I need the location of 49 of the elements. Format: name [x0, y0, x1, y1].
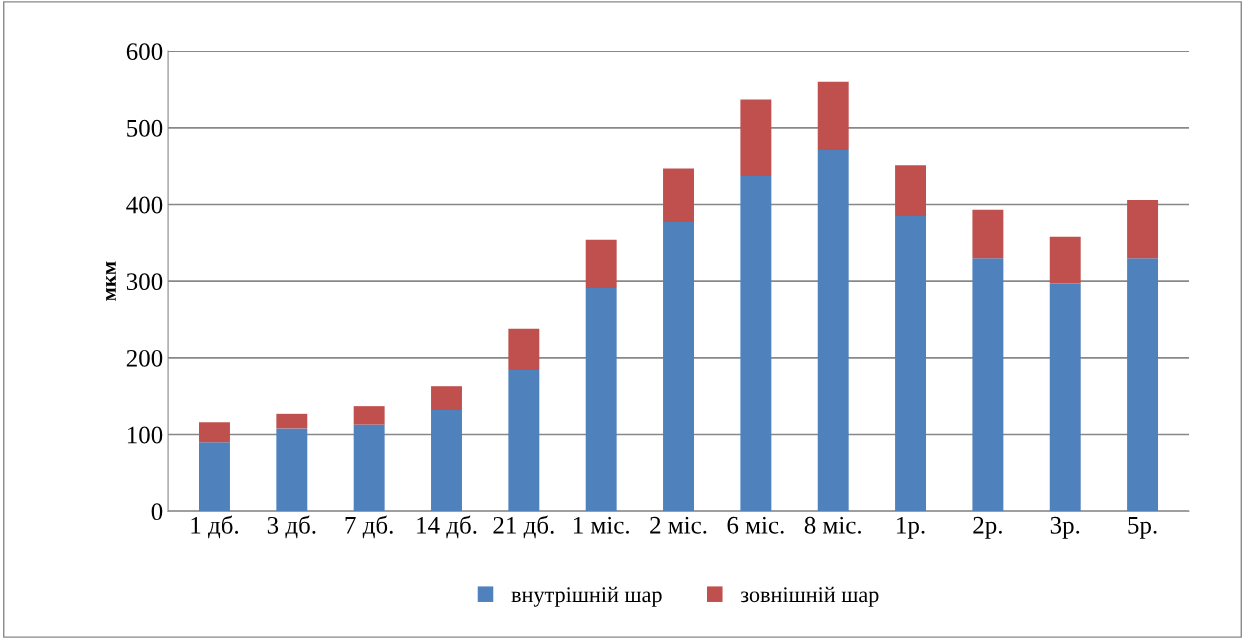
bar	[817, 150, 849, 512]
legend-label: зовнішній шар	[740, 586, 879, 607]
bar	[663, 168, 694, 223]
bar	[585, 288, 617, 512]
x-tick-label: 1 міс.	[573, 516, 629, 534]
bar	[199, 422, 230, 443]
bar	[1127, 199, 1159, 259]
x-tick-label: 2 міс.	[650, 516, 707, 534]
y-tick-label: 100	[127, 426, 163, 444]
x-tick-label: 6 міс.	[727, 516, 784, 534]
bar	[276, 413, 308, 429]
bar	[431, 386, 462, 410]
y-tick-label: 600	[126, 43, 163, 61]
bar	[1127, 258, 1159, 512]
bar	[508, 328, 540, 371]
y-tick-label: 200	[126, 349, 163, 367]
x-tick-label: 1 дб.	[191, 515, 239, 539]
bar	[276, 428, 308, 512]
x-tick-label: 14 дб.	[417, 515, 477, 539]
bar	[972, 209, 1004, 259]
y-tick-label: 400	[126, 196, 163, 214]
bar	[585, 239, 617, 289]
y-tick-label: 0	[151, 503, 163, 521]
bar	[1049, 236, 1081, 284]
y-tick-label: 500	[127, 119, 163, 137]
x-tick-label: 3р.	[1050, 516, 1080, 539]
legend-label: внутрішній шар	[511, 586, 662, 607]
bar	[740, 176, 772, 512]
bar	[431, 409, 462, 512]
bar	[353, 406, 385, 425]
x-tick-label: 1р.	[897, 516, 925, 539]
x-tick-label: 8 міс.	[804, 516, 861, 534]
x-tick-label: 5р.	[1128, 517, 1157, 539]
bar	[817, 81, 849, 151]
bar	[972, 258, 1004, 512]
y-axis-title: мкм	[106, 261, 116, 301]
bar	[895, 215, 927, 512]
bar	[353, 424, 385, 512]
x-tick-label: 21 дб.	[493, 515, 554, 539]
bar	[663, 222, 694, 512]
bar	[508, 370, 540, 512]
x-tick-label: 3 дб.	[267, 515, 316, 539]
y-tick-label: 300	[126, 273, 163, 291]
bar	[895, 165, 927, 216]
bar	[740, 99, 772, 177]
bar	[1049, 283, 1081, 512]
x-tick-label: 2р.	[973, 516, 1002, 539]
bar	[199, 442, 230, 512]
x-tick-label: 7 дб.	[345, 515, 393, 539]
